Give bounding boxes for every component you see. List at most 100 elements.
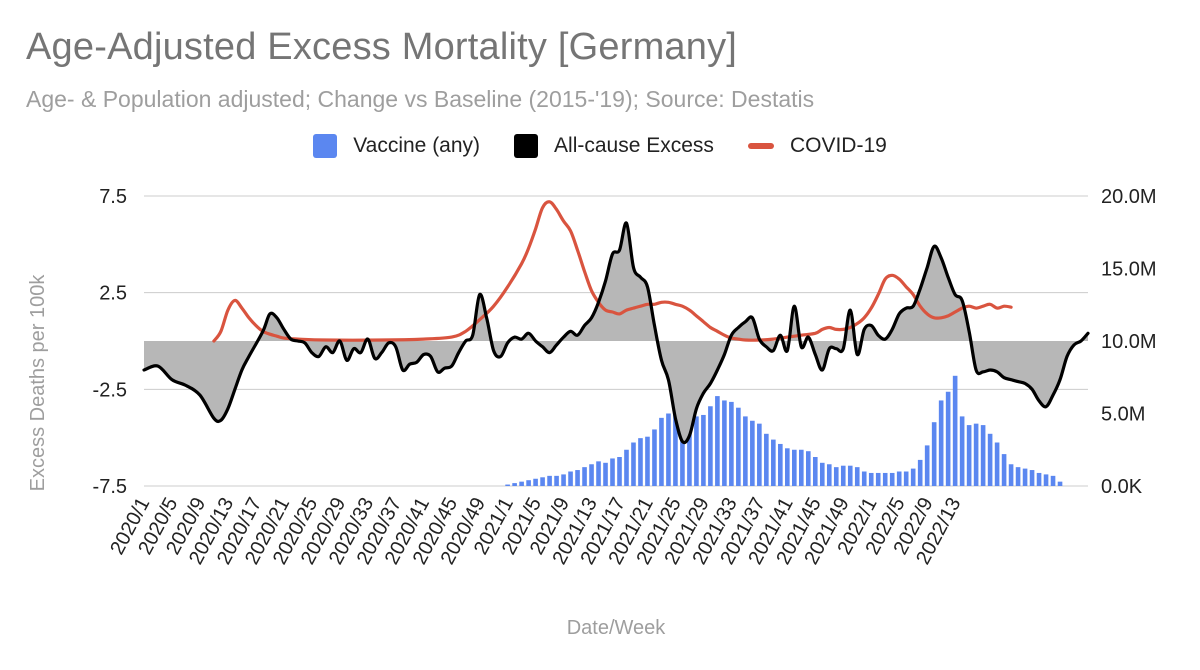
legend-label-all-cause-excess: All-cause Excess: [554, 134, 714, 157]
vaccine-bar: [750, 420, 755, 486]
vaccine-bar: [694, 416, 699, 486]
vaccine-bar: [792, 449, 797, 486]
vaccine-bar: [1036, 472, 1042, 486]
vaccine-bar: [861, 471, 867, 486]
legend-item-vaccine[interactable]: Vaccine (any): [313, 134, 480, 158]
vaccine-bar: [952, 375, 958, 486]
y-tick-left: 7.5: [99, 186, 127, 208]
all-cause-excess-line: [142, 221, 1090, 445]
vaccine-bar: [708, 406, 713, 486]
vaccine-bar: [519, 481, 524, 486]
vaccine-bar: [917, 459, 923, 486]
vaccine-bar: [645, 436, 650, 486]
vaccine-bar: [561, 474, 566, 486]
vaccine-bar: [526, 480, 531, 486]
vaccine-bar: [771, 439, 776, 486]
vaccine-bar: [785, 448, 790, 486]
vaccine-bar: [666, 413, 671, 486]
vaccine-bar: [736, 407, 741, 486]
y-tick-right: 15.0M: [1101, 259, 1157, 281]
vaccine-bar: [1001, 454, 1007, 486]
vaccine-bar: [610, 458, 615, 486]
vaccine-bar: [931, 422, 937, 486]
legend-swatch-covid-19: [747, 143, 774, 149]
legend-swatch-all-cause-excess: [514, 134, 539, 158]
legend-swatch-vaccine: [313, 134, 338, 158]
chart-title: Age-Adjusted Excess Mortality [Germany]: [26, 26, 738, 68]
vaccine-bar: [596, 461, 601, 486]
vaccine-bar: [896, 471, 902, 486]
vaccine-bar: [875, 472, 881, 486]
vaccine-bar: [701, 414, 706, 486]
vaccine-bar: [1043, 474, 1049, 486]
vaccine-bar: [638, 438, 643, 486]
vaccine-bar: [505, 484, 510, 486]
vaccine-bar: [812, 457, 818, 486]
excess-area: [144, 222, 1088, 443]
vaccine-bar: [582, 467, 587, 486]
x-axis-label: Date/Week: [567, 617, 667, 639]
vaccine-bar: [652, 429, 657, 486]
vaccine-bar: [987, 433, 993, 486]
vaccine-bar: [959, 416, 965, 486]
y-tick-left: -7.5: [93, 476, 127, 498]
y-axis-left-label: Excess Deaths per 100k: [27, 274, 49, 492]
vaccine-bar: [631, 442, 636, 486]
vaccine-bar: [938, 400, 944, 486]
vaccine-bar: [1008, 464, 1014, 486]
vaccine-bar: [889, 472, 895, 486]
y-tick-left: -2.5: [93, 379, 127, 401]
vaccine-bar: [1029, 470, 1035, 486]
vaccine-bar: [680, 412, 685, 486]
vaccine-bar: [833, 467, 839, 486]
legend-label-vaccine: Vaccine (any): [353, 134, 481, 157]
vaccine-bar: [757, 423, 762, 486]
vaccine-bar: [966, 425, 972, 486]
chart-subtitle: Age- & Population adjusted; Change vs Ba…: [26, 86, 815, 112]
vaccine-bar: [868, 472, 874, 486]
vaccine-bar: [603, 462, 608, 486]
vaccine-bar: [854, 467, 860, 486]
y-tick-left: 2.5: [99, 283, 127, 305]
vaccine-bar: [910, 468, 916, 486]
vaccine-bar: [547, 475, 552, 486]
y-tick-right: 5.0M: [1101, 404, 1145, 426]
vaccine-bar: [715, 396, 720, 486]
legend-item-all-cause-excess[interactable]: All-cause Excess: [514, 134, 714, 158]
y-tick-right: 0.0K: [1101, 476, 1143, 498]
vaccine-bar: [722, 400, 727, 486]
chart-legend: Vaccine (any) All-cause Excess COVID-19: [0, 134, 1200, 158]
vaccine-bar: [512, 483, 517, 486]
vaccine-bars: [505, 375, 1063, 486]
vaccine-bar: [554, 475, 559, 486]
vaccine-bar: [1057, 481, 1063, 486]
vaccine-bar: [729, 401, 734, 486]
vaccine-bar: [840, 465, 846, 486]
vaccine-bar: [994, 442, 1000, 486]
vaccine-bar: [659, 417, 664, 486]
vaccine-bar: [575, 470, 580, 486]
vaccine-bar: [847, 465, 853, 486]
vaccine-bar: [903, 471, 909, 486]
vaccine-bar: [1015, 467, 1021, 486]
y-tick-right: 20.0M: [1101, 186, 1157, 208]
vaccine-bar: [533, 478, 538, 486]
covid-19-line: [212, 200, 1013, 343]
vaccine-bar: [819, 462, 825, 486]
vaccine-bar: [687, 413, 692, 486]
vaccine-bar: [826, 464, 832, 486]
legend-item-covid-19[interactable]: COVID-19: [747, 134, 887, 158]
vaccine-bar: [764, 433, 769, 486]
vaccine-bar: [568, 471, 573, 486]
vaccine-bar: [624, 449, 629, 486]
vaccine-bar: [589, 464, 594, 486]
excess-area-fill: [144, 222, 1088, 443]
series-lines: [142, 200, 1090, 445]
vaccine-bar: [1050, 475, 1056, 486]
vaccine-bar: [1022, 468, 1028, 486]
legend-label-covid-19: COVID-19: [789, 134, 887, 157]
vaccine-bar: [617, 457, 622, 486]
vaccine-bar: [945, 391, 951, 486]
vaccine-bar: [805, 451, 811, 486]
